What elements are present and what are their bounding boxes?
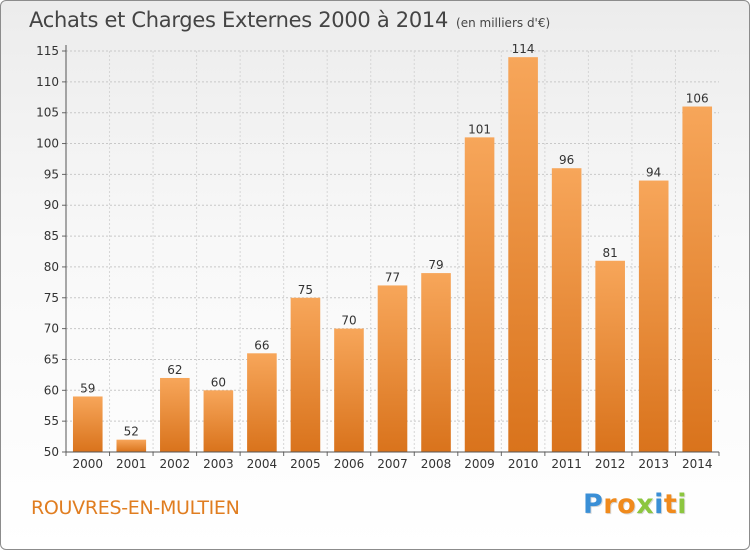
y-tick-label: 110 [36, 75, 59, 89]
x-tick-label: 2001 [116, 457, 147, 471]
bar [334, 328, 364, 452]
bar-value-label: 60 [211, 375, 226, 389]
bars: 59 52 62 60 66 75 70 77 79 101 114 96 81 94 106 [72, 42, 713, 453]
bar [421, 273, 451, 452]
x-tick-label: 2006 [334, 457, 365, 471]
x-tick-label: 2011 [551, 457, 582, 471]
logo-letter: x [636, 489, 655, 520]
bar [377, 285, 408, 452]
y-tick-label: 50 [44, 445, 59, 459]
y-tick-label: 100 [36, 137, 59, 151]
bar [247, 353, 277, 452]
bar [508, 57, 538, 453]
y-tick-label: 80 [44, 260, 59, 274]
y-tick-label: 90 [44, 198, 59, 212]
logo-letter: r [603, 489, 618, 520]
bar [290, 297, 321, 452]
logo-letter: t [663, 489, 678, 520]
x-tick-label: 2000 [72, 457, 103, 471]
bar-value-label: 52 [124, 425, 139, 439]
logo-letter: o [617, 489, 637, 520]
y-tick-label: 70 [44, 322, 59, 336]
x-tick-label: 2005 [290, 457, 321, 471]
bar [638, 180, 669, 453]
logo-letter: i [677, 489, 688, 520]
bar [72, 396, 103, 452]
x-tick-label: 2013 [638, 457, 669, 471]
bar [682, 106, 713, 453]
y-tick-label: 85 [44, 229, 59, 243]
bar [203, 390, 234, 452]
y-tick-label: 65 [44, 352, 59, 366]
bar [595, 260, 625, 452]
bar-value-label: 79 [428, 258, 443, 272]
bar-value-label: 59 [80, 381, 95, 395]
bar-value-label: 94 [646, 166, 661, 180]
proxiti-logo: Proxiti [583, 489, 687, 520]
x-tick-label: 2008 [421, 457, 452, 471]
axes: 50 55 60 65 70 75 80 85 90 95 100 105 110 115 2000 2001… [36, 44, 720, 471]
y-tick-label: 95 [44, 167, 59, 181]
bar-value-label: 114 [512, 42, 535, 56]
chart-subtitle: (en milliers d'€) [456, 16, 551, 30]
bar [116, 439, 147, 452]
x-tick-label: 2014 [682, 457, 713, 471]
logo-letter: P [583, 489, 604, 520]
bar-value-label: 75 [298, 283, 313, 297]
y-tick-label: 115 [36, 44, 59, 58]
bar [464, 137, 495, 452]
chart-title: Achats et Charges Externes 2000 à 2014 (e… [29, 8, 551, 32]
bar-value-label: 106 [686, 92, 709, 106]
y-tick-label: 105 [36, 106, 59, 120]
x-tick-label: 2003 [203, 457, 234, 471]
bar [160, 377, 190, 452]
y-tick-label: 55 [44, 414, 59, 428]
y-tick-label: 60 [44, 383, 59, 397]
bar-value-label: 70 [341, 314, 356, 328]
bar [551, 168, 582, 452]
commune-name: ROUVRES-EN-MULTIEN [31, 497, 240, 519]
x-tick-label: 2002 [160, 457, 191, 471]
x-tick-label: 2010 [508, 457, 539, 471]
bar-value-label: 77 [385, 270, 400, 284]
bar-value-label: 101 [468, 122, 491, 136]
logo-letter: i [654, 489, 664, 520]
bar-value-label: 81 [603, 246, 618, 260]
x-tick-label: 2004 [247, 457, 278, 471]
bar-value-label: 96 [559, 153, 574, 167]
bar-value-label: 62 [167, 363, 182, 377]
x-tick-label: 2012 [595, 457, 626, 471]
x-tick-label: 2007 [377, 457, 408, 471]
x-tick-label: 2009 [464, 457, 495, 471]
bar-value-label: 66 [254, 338, 269, 352]
y-tick-label: 75 [44, 291, 59, 305]
